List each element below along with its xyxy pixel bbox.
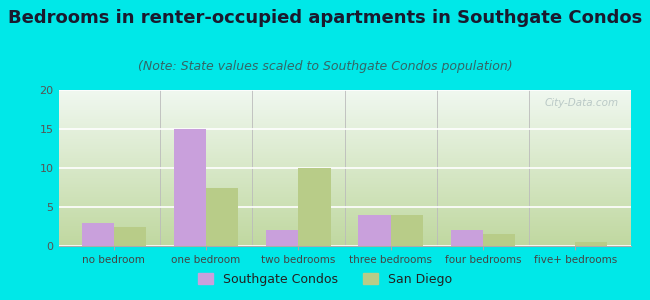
Bar	[575, 242, 608, 246]
Bar	[483, 234, 515, 246]
Bar	[391, 215, 423, 246]
Text: Bedrooms in renter-occupied apartments in Southgate Condos: Bedrooms in renter-occupied apartments i…	[8, 9, 642, 27]
Bar	[206, 188, 239, 246]
Bar	[298, 168, 331, 246]
Bar	[266, 230, 298, 246]
Bar	[114, 226, 146, 246]
Bar	[450, 230, 483, 246]
Bar	[174, 129, 206, 246]
Legend: Southgate Condos, San Diego: Southgate Condos, San Diego	[193, 268, 457, 291]
Text: (Note: State values scaled to Southgate Condos population): (Note: State values scaled to Southgate …	[138, 60, 512, 73]
Text: City-Data.com: City-Data.com	[545, 98, 619, 108]
Bar	[81, 223, 114, 246]
Bar	[358, 215, 391, 246]
